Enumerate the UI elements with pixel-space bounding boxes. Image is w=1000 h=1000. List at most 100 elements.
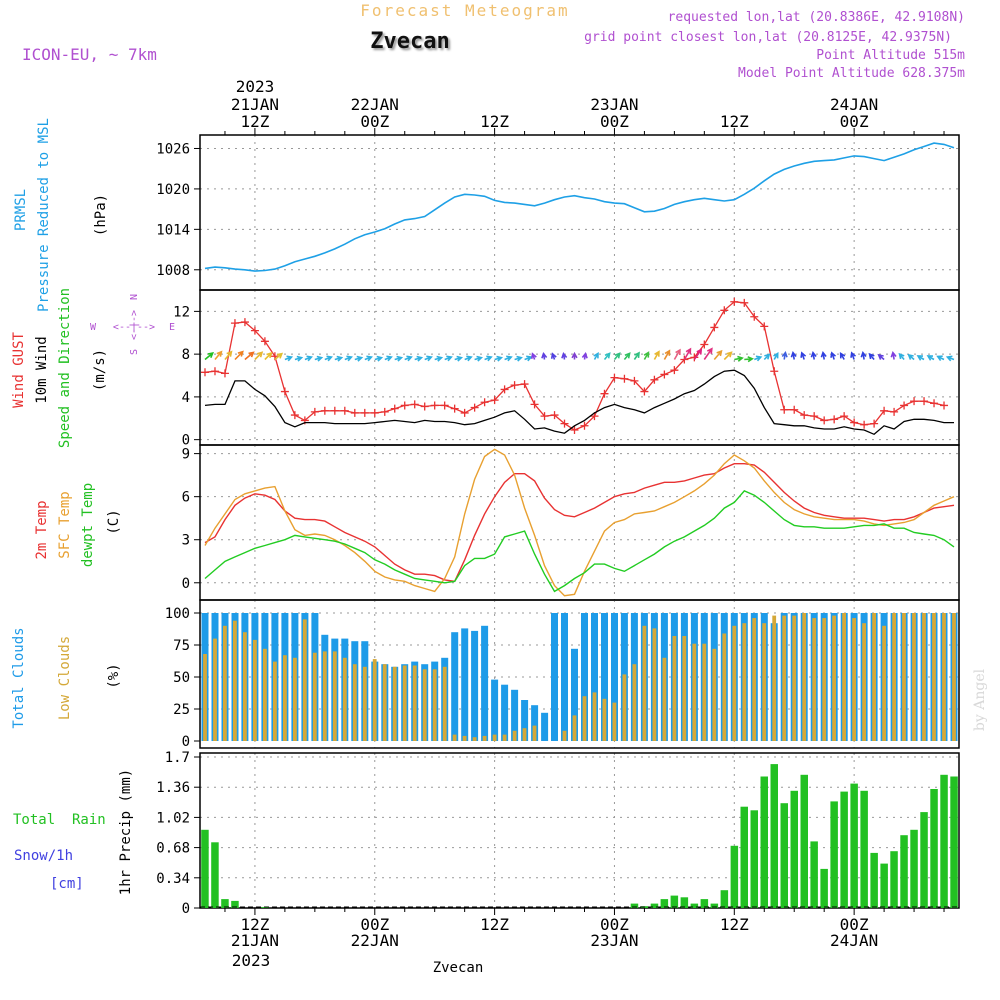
bar-rain [630,903,639,908]
gust-marker [570,426,579,435]
bar-low-clouds [782,615,787,741]
bar-low-clouds [712,648,717,741]
wind-arrow [224,350,233,361]
gust-marker [530,400,539,409]
temp-unit: (C) [106,509,122,534]
gust-marker [460,408,469,417]
wind-arrow [550,352,557,360]
top-time-label: 12Z [720,112,749,131]
bar-low-clouds [352,664,357,741]
wind-arrow [244,351,255,361]
gust-marker [230,319,239,328]
wind-arrow [284,355,294,362]
compass-s: S [129,349,140,355]
bar-low-clouds [872,613,876,741]
wind-arrow [810,350,817,360]
gust-marker [700,340,709,349]
ytick-label: 8 [182,347,190,363]
wind-arrow [633,351,640,360]
bottom-time-label: 12Z [480,915,509,934]
pressure-label-msl: Pressure Reduced to MSL [36,118,52,312]
bar-total-clouds [521,700,529,741]
ytick-label: 50 [173,670,190,686]
bar-low-clouds [642,625,647,741]
gust-marker [340,406,349,415]
bar-total-clouds [511,689,519,741]
bar-rain [231,900,239,908]
bar-rain [670,895,679,908]
ytick-label: 3 [182,533,190,549]
bar-low-clouds [312,652,317,741]
gust-marker [880,406,889,415]
gust-marker [710,323,719,332]
wind-10m-label: 10m Wind [34,336,50,403]
gust-marker [360,408,369,417]
bar-low-clouds [912,613,916,741]
bottom-date-label: 23JAN [590,931,638,950]
bar-low-clouds [472,737,477,741]
product-title: Forecast Meteogram [360,1,569,20]
ytick-label: 12 [173,304,190,320]
wind-arrow [773,351,779,360]
series-sfc-temp [204,448,955,597]
gust-marker [680,355,689,364]
wind-gust-label: Wind GUST [11,332,27,408]
gust-marker [690,353,699,362]
wind-arrow [334,355,344,362]
bar-low-clouds [882,625,886,741]
wind-arrow [734,355,744,362]
gust-marker [580,421,589,430]
bar-low-clouds [502,734,507,741]
bar-rain [860,790,868,908]
wind-arrow [424,355,433,362]
wind-arrow [454,355,464,362]
wind-arrow [514,355,523,362]
ytick-label: 0 [182,901,190,917]
ytick-label: 0 [182,734,190,750]
gust-marker [780,405,789,414]
rain-label: Total Rain [13,812,106,828]
bar-low-clouds [722,633,727,741]
gust-marker [630,376,639,385]
bar-rain [710,903,719,908]
bar-low-clouds [902,613,906,741]
wind-arrow [414,355,424,362]
gust-marker [850,418,859,427]
gust-marker [370,408,379,417]
wind-arrow [464,355,473,362]
wind-arrow [524,355,533,362]
bar-low-clouds [412,665,417,741]
bar-rain [261,907,269,908]
gust-marker [900,401,909,410]
wind-arrow [890,350,897,360]
bar-rain [900,835,908,908]
ytick-label: 0 [182,433,190,449]
wind-arrow [484,355,493,362]
wind-arrow [504,355,513,362]
location-title: Zvecan [370,29,449,54]
bar-total-clouds [611,613,618,741]
bar-low-clouds [522,728,527,741]
compass-w: W [90,322,97,333]
wind-arrow [713,349,723,361]
bar-low-clouds [332,651,337,741]
bar-low-clouds [392,666,397,741]
gust-marker [820,416,829,425]
precip-unit: 1hr Precip (mm) [118,769,134,895]
bar-low-clouds [253,639,257,741]
gust-marker [600,389,609,398]
bar-low-clouds [682,636,687,741]
wind-arrow [781,350,788,360]
wind-arrow [374,355,384,362]
gust-marker [490,396,499,405]
gust-marker [210,367,219,376]
grid-point: grid point closest lon,lat (20.8125E, 42… [584,30,952,45]
bar-low-clouds [512,730,517,741]
gust-marker [330,406,339,415]
ytick-label: 100 [165,606,190,622]
snow-unit-label: [cm] [50,876,84,892]
bar-low-clouds [652,628,657,741]
wind-arrow [474,355,484,362]
temp-dew-label: dewpt Temp [80,483,96,567]
bar-low-clouds [562,730,567,741]
